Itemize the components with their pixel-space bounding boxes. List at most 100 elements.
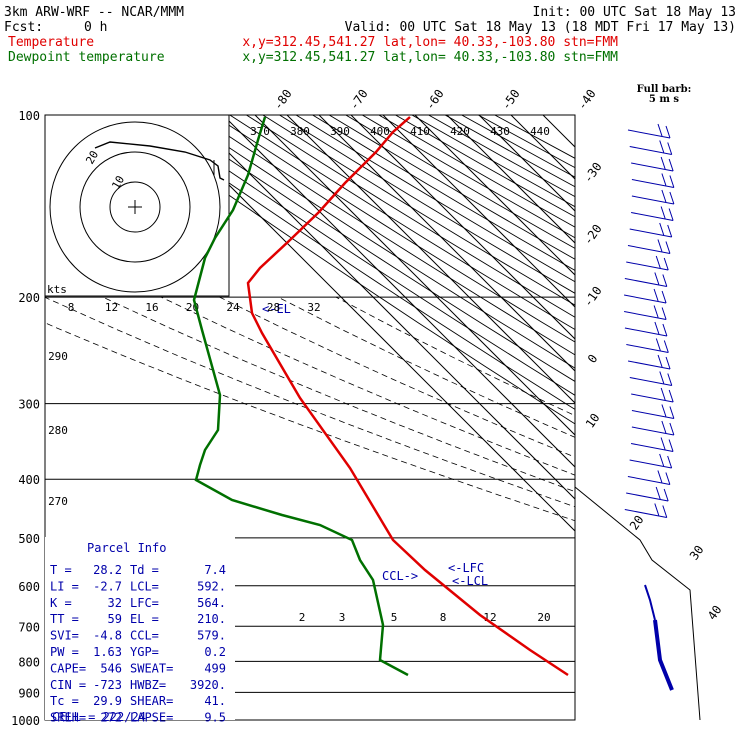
pressure-tick-900: 900 (18, 686, 40, 700)
moist-adiabat (219, 296, 575, 458)
parcel-value: 0.2 (204, 645, 226, 659)
skew-temp-label: -70 (347, 87, 371, 113)
dry-adiabat (378, 115, 575, 228)
parcel-value: 29.9 (93, 694, 122, 708)
parcel-value: 41. (204, 694, 226, 708)
ccl-marker: CCL-> (382, 569, 418, 583)
parcel-label: SVI= (50, 629, 79, 643)
wind-barb (631, 189, 675, 205)
mixing-ratio-label: 8 (440, 611, 447, 624)
dry-adiabat (130, 115, 575, 410)
skew-temp-label: -20 (581, 222, 605, 248)
wind-barb (631, 156, 674, 172)
dry-adiabat (312, 115, 575, 271)
barb-title: Full barb: (637, 84, 692, 95)
dry-adiabat (229, 115, 575, 331)
skew-temp-label: 0 (585, 352, 601, 366)
theta-label-440: 440 (530, 125, 550, 138)
fcst-label: Fcst: (4, 20, 43, 35)
parcel-label: K = (50, 596, 72, 610)
skew-temp-label: -80 (271, 87, 295, 113)
parcel-label: CIN = (50, 678, 86, 692)
parcel-label: SWEAT= (130, 661, 173, 675)
dewpoint-info: x,y=312.45,541.27 lat,lon= 40.33,-103.80… (242, 50, 618, 65)
fcst-value: 0 h (84, 20, 107, 35)
barb-value: 5 m s (649, 94, 680, 105)
dry-adiabat (179, 115, 575, 369)
dry-adiabat (163, 115, 575, 382)
parcel-label: LAPSE= (130, 711, 173, 725)
mixing-ratio-label: 5 (391, 611, 398, 624)
theta-label-390: 390 (330, 125, 350, 138)
pressure-tick-100: 100 (18, 109, 40, 123)
skew-temp-label: -50 (499, 87, 523, 113)
wind-barb (624, 305, 667, 320)
parcel-info-box (45, 537, 235, 720)
skew-temp-label: -40 (575, 87, 599, 113)
parcel-label: T = (50, 563, 72, 577)
parcel-value: 9.5 (204, 711, 226, 725)
pressure-tick-1000: 1000 (11, 714, 40, 728)
wind-barb (627, 123, 671, 139)
pressure-tick-200: 200 (18, 291, 40, 305)
dry-adiabat (395, 115, 575, 218)
parcel-value: 579. (197, 629, 226, 643)
isotherm (158, 115, 575, 532)
temperature-legend: Temperature (8, 35, 94, 50)
hodograph-trace (94, 141, 225, 181)
pressure-tick-800: 800 (18, 655, 40, 669)
wind-barb (627, 470, 671, 485)
skew-temp-label: 10 (583, 411, 603, 431)
parcel-value: -723 (93, 678, 122, 692)
theta-label-430: 430 (490, 125, 510, 138)
parcel-value: 3920. (190, 678, 226, 692)
theta-label-270: 270 (48, 495, 68, 508)
moist-adiabat (277, 296, 575, 438)
theta-label-410: 410 (410, 125, 430, 138)
wind-barb (626, 486, 669, 502)
parcel-value: 32 (108, 596, 122, 610)
theta-label-280: 280 (48, 424, 68, 437)
parcel-value: -4.8 (93, 629, 122, 643)
barb-region-border (574, 486, 701, 721)
parcel-label: CCL= (130, 629, 159, 643)
hodograph-ring (49, 121, 221, 293)
dry-adiabat (345, 115, 575, 249)
theta-label-290: 290 (48, 350, 68, 363)
isotherm (222, 115, 575, 468)
parcel-value: 28.2 (93, 563, 122, 577)
parcel-value: -2.7 (93, 579, 122, 593)
hodograph-tick-16: 16 (145, 301, 158, 314)
isotherm (190, 115, 575, 500)
wind-barb (624, 272, 668, 287)
hodograph-ring-label: 10 (109, 174, 127, 192)
skew-temp-label: 30 (687, 543, 707, 563)
parcel-value: 499 (204, 661, 226, 675)
pressure-tick-600: 600 (18, 580, 40, 594)
skew-temp-label: 40 (705, 603, 725, 623)
model-title: 3km ARW-WRF -- NCAR/MMM (4, 5, 184, 20)
wind-barb (624, 321, 668, 337)
wind-barb (629, 453, 673, 469)
lfc-marker: <-LFC (448, 561, 484, 575)
parcel-value: 7.4 (204, 563, 226, 577)
parcel-label: Tc = (50, 694, 79, 708)
skew-temp-label: -60 (423, 87, 447, 113)
dry-adiabat (213, 115, 575, 343)
isotherm (286, 115, 575, 404)
parcel-label: SHEAR= (130, 694, 173, 708)
moist-adiabat (161, 296, 575, 476)
parcel-label: CAPE= (50, 661, 86, 675)
wind-barb (631, 387, 674, 403)
parcel-label: EL = (130, 612, 159, 626)
isotherm (382, 115, 575, 308)
wind-barb (631, 173, 675, 188)
parcel-cell: CELL = 222/24 (52, 710, 146, 724)
parcel-value: 592. (197, 579, 226, 593)
wind-barb (626, 255, 669, 271)
parcel-label: YGP= (130, 645, 159, 659)
hodograph-tick-32: 32 (307, 301, 320, 314)
isotherm (671, 115, 740, 720)
isotherm (510, 115, 575, 180)
